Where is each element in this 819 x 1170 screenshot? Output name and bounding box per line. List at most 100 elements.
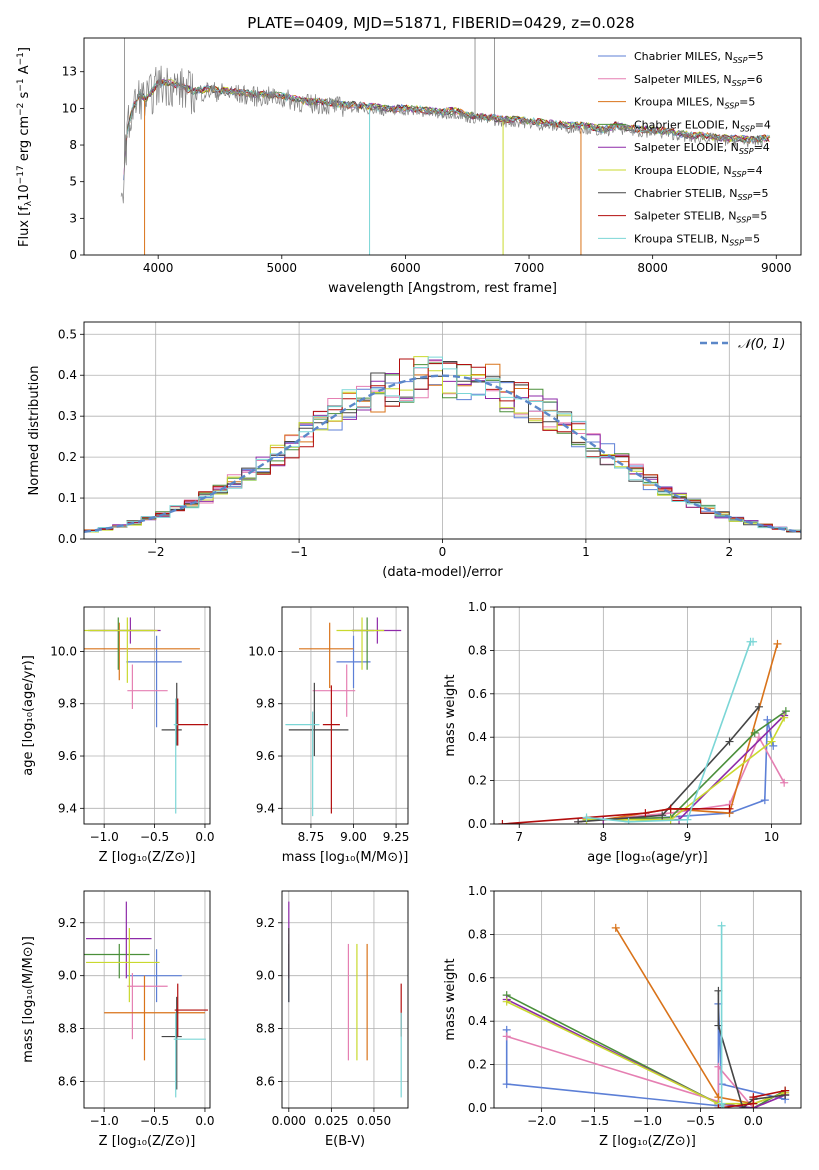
mass-weight-line [603, 719, 774, 821]
age-vs-metallicity-panel: −1.0 −0.5 0.0 9.4 9.6 9.8 10.0 Z [log₁₀(Z/Z⊙)] a… [21, 606, 215, 865]
legend-label: Kroupa MILES, N [634, 96, 724, 109]
mass-weight-marker [658, 811, 667, 820]
x-tick-label: 10 [764, 830, 779, 844]
mass-weight-marker [781, 1086, 790, 1095]
x-tick-label: −1 [290, 545, 308, 559]
legend-count: =5 [747, 50, 763, 63]
x-tick-label: 0.0 [195, 1114, 214, 1128]
x-tick-label: −2.0 [527, 1114, 556, 1128]
y-tick-label: 9.0 [58, 969, 77, 983]
mass-weight-marker [760, 796, 769, 805]
legend-count: =4 [746, 164, 762, 177]
x-tick-label: 0.000 [272, 1114, 306, 1128]
x-tick-label: 4000 [143, 261, 174, 275]
axes-frame [83, 606, 211, 825]
legend-count: =4 [755, 118, 771, 131]
residual-histogram-panel: −2 −1 0 1 2 0.0 0.1 0.2 0.3 0.4 0.5 (data-model)/er… [27, 321, 802, 580]
legend-sub: SSP [732, 170, 747, 179]
legend-sub: SSP [733, 56, 748, 65]
legend-label: Chabrier ELODIE, N [634, 118, 740, 131]
legend-sub: SSP [736, 216, 751, 225]
y-label-part: erg cm [17, 116, 32, 165]
mass-weight-line [586, 640, 754, 823]
mass-weight-line [506, 1000, 786, 1105]
legend-sub: SSP [732, 79, 747, 88]
mass-weight-marker [767, 737, 776, 746]
x-tick-label: 7 [515, 830, 523, 844]
legend-sub: SSP [724, 102, 739, 111]
y-tick-label: 0.2 [468, 774, 487, 788]
y-tick-label: 0.5 [58, 327, 77, 341]
x-tick-label: 9 [684, 830, 692, 844]
mass-weight-marker [666, 804, 675, 813]
y-axis-label: Normed distribution [27, 366, 42, 496]
y-tick-label: 9.6 [256, 749, 275, 763]
y-tick-label: 0.4 [58, 368, 77, 382]
y-tick-label: 8.8 [58, 1022, 77, 1036]
legend-count: =5 [744, 232, 760, 245]
y-tick-label: 0.0 [58, 532, 77, 546]
y-tick-label: 9.4 [58, 801, 77, 815]
x-tick-label: 0.0 [744, 1114, 763, 1128]
axes-frame [281, 890, 409, 1109]
y-tick-label: 9.8 [58, 697, 77, 711]
y-tick-label: 9.0 [256, 969, 275, 983]
legend-entry: Salpeter MILES, NSSP=6 [634, 73, 763, 88]
y-axis-label: mass [log₁₀(M/M⊙)] [21, 936, 36, 1063]
x-axis-label: Z [log₁₀(Z/Z⊙)] [599, 1134, 696, 1149]
normal-distribution-curve [84, 374, 801, 533]
mass-weight-marker [683, 815, 692, 824]
mass-vs-extinction-panel: 0.000 0.025 0.050 8.6 8.8 9.0 9.2 E(B-V) [256, 890, 409, 1149]
y-tick-label: 13 [62, 65, 77, 79]
plot-area [498, 637, 790, 824]
y-tick-label: 9.8 [256, 697, 275, 711]
y-tick-label: 0.4 [468, 730, 487, 744]
x-tick-label: 9000 [761, 261, 792, 275]
axes-frame [493, 606, 802, 825]
y-tick-label: 0.8 [468, 927, 487, 941]
y-label-part: −17 [16, 165, 26, 184]
y-tick-label: 9.2 [58, 916, 77, 930]
mass-weight-marker [717, 921, 726, 930]
grid-lines [84, 607, 210, 824]
y-label-part: −2 [16, 103, 26, 116]
plot-area [120, 38, 771, 255]
mass-weight-marker [719, 1104, 728, 1108]
mass-weight-marker [773, 639, 782, 648]
y-label-part: A [17, 65, 32, 78]
y-label-part: Flux [f [17, 206, 32, 247]
mass-weight-marker [582, 813, 591, 822]
x-tick-label: −1.0 [90, 1114, 119, 1128]
observed-spectrum-line [120, 65, 764, 204]
x-tick-label: −0.5 [140, 1114, 169, 1128]
y-tick-label: 5 [69, 175, 77, 189]
legend-entry: 𝒩(0, 1) [738, 337, 785, 352]
mass-weight-marker [574, 817, 583, 824]
mass-weight-marker [750, 728, 759, 737]
weight-vs-metallicity-panel: −2.0 −1.5 −1.0 −0.5 0.0 0.0 0.2 0.4 0.6 0.8 1.0 Z [… [443, 884, 802, 1149]
legend-sub: SSP [739, 147, 754, 156]
legend-label: Salpeter MILES, N [634, 73, 732, 86]
mass-weight-marker [769, 741, 778, 750]
x-tick-label: −1.0 [90, 830, 119, 844]
y-tick-label: 0.1 [58, 491, 77, 505]
residual-histogram-step [84, 356, 801, 532]
y-tick-label: 0.0 [468, 1101, 487, 1115]
mass-weight-marker [725, 737, 734, 746]
y-tick-label: 3 [69, 211, 77, 225]
y-label-part: 10 [17, 184, 32, 201]
mass-weight-line [506, 994, 786, 1108]
x-tick-label: −2 [147, 545, 165, 559]
y-tick-label: 10.0 [50, 644, 77, 658]
legend-label: Chabrier MILES, N [634, 50, 733, 63]
y-label-part: ] [17, 47, 32, 52]
figure-title: PLATE=0409, MJD=51871, FIBERID=0429, z=0… [247, 14, 634, 32]
y-axis-label: mass weight [443, 674, 458, 756]
legend-count: =5 [739, 96, 755, 109]
x-tick-label: −0.5 [686, 1114, 715, 1128]
y-tick-label: 10 [62, 101, 77, 115]
x-tick-label: 9.00 [340, 830, 367, 844]
x-tick-label: 9.25 [383, 830, 410, 844]
mass-weight-marker [502, 1032, 511, 1041]
legend-entry: Chabrier STELIB, NSSP=5 [634, 187, 768, 202]
